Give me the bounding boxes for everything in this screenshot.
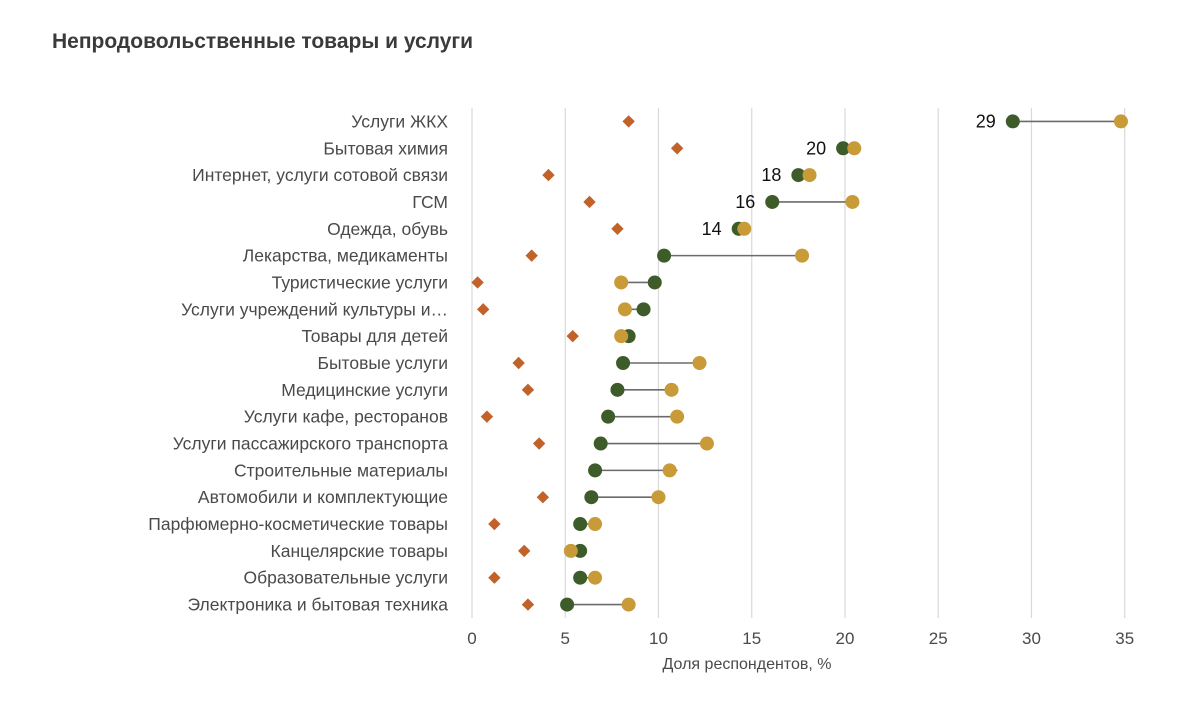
chart-title: Непродовольственные товары и услуги	[52, 30, 474, 53]
circle-marker	[795, 248, 810, 263]
diamond-marker	[670, 142, 684, 155]
circle-marker	[651, 490, 666, 505]
grid-layer	[471, 108, 1126, 618]
circle-marker	[1113, 114, 1128, 129]
circle-marker	[847, 141, 862, 156]
data-label: 29	[976, 111, 996, 131]
category-label: Товары для детей	[301, 326, 448, 346]
circle-marker	[563, 543, 578, 558]
category-label: Электроника и бытовая техника	[188, 595, 449, 615]
x-tick-label: 25	[929, 629, 948, 648]
circle-marker	[802, 168, 817, 183]
data-labels: 29 20 18 16 14	[702, 111, 996, 238]
category-label: Одежда, обувь	[327, 219, 448, 239]
category-label: Услуги пассажирского транспорта	[173, 434, 449, 454]
category-labels: Услуги ЖКХ Бытовая химия Интернет, услуги …	[148, 111, 448, 614]
diamond-marker	[583, 195, 596, 209]
data-label: 16	[735, 192, 755, 212]
diamond-marker	[518, 544, 531, 558]
circle-marker	[593, 436, 608, 451]
circle-marker	[765, 194, 780, 209]
diamond-marker	[480, 410, 494, 423]
category-label: ГСМ	[412, 192, 448, 212]
category-label: Услуги учреждений культуры и…	[181, 299, 448, 319]
diamond-marker	[521, 598, 535, 611]
circle-marker	[836, 141, 851, 156]
x-tick-label: 30	[1022, 629, 1041, 648]
data-label: 20	[806, 138, 826, 158]
circle-marker	[636, 302, 651, 317]
circle-marker	[560, 597, 575, 612]
circle-marker	[664, 382, 679, 397]
circle-marker	[614, 275, 629, 290]
x-tick-label: 35	[1115, 629, 1134, 648]
diamond-marker	[521, 383, 535, 397]
x-tick-label: 10	[649, 629, 668, 648]
diamond-marker	[542, 168, 555, 182]
circle-marker	[614, 329, 629, 344]
category-label: Интернет, услуги сотовой связи	[192, 165, 448, 185]
circle-marker	[845, 194, 860, 209]
category-label: Услуги кафе, ресторанов	[244, 407, 448, 427]
category-label: Услуги ЖКХ	[351, 111, 448, 131]
data-label: 14	[702, 219, 722, 239]
x-tick-label: 20	[836, 629, 855, 648]
connector-lines	[567, 120, 1121, 606]
diamond-marker	[532, 437, 546, 450]
category-label: Канцелярские товары	[271, 541, 448, 561]
diamond-marker	[525, 249, 538, 262]
category-label: Медицинские услуги	[281, 380, 448, 400]
category-label: Бытовая химия	[323, 138, 448, 158]
data-label: 18	[761, 165, 781, 185]
diamond-marker	[566, 329, 579, 343]
diamond-marker	[512, 356, 525, 370]
circle-marker	[573, 570, 588, 585]
circle-marker	[692, 356, 707, 370]
category-label: Туристические услуги	[272, 272, 448, 292]
circle-marker	[588, 570, 603, 585]
circle-marker	[657, 248, 672, 263]
x-tick-labels: 0 5 10 15 20 25 30 35	[467, 629, 1134, 648]
category-label: Образовательные услуги	[244, 568, 448, 588]
category-label: Автомобили и комплектующие	[198, 487, 448, 507]
x-tick-label: 15	[742, 629, 761, 648]
circle-marker	[617, 302, 632, 317]
circle-marker	[573, 517, 588, 532]
circle-marker	[610, 382, 625, 397]
diamond-marker	[476, 303, 490, 316]
circle-marker	[588, 517, 603, 532]
diamond-marker	[622, 115, 635, 128]
circle-marker	[584, 490, 599, 505]
category-label: Строительные материалы	[234, 460, 448, 480]
category-label: Лекарства, медикаменты	[243, 246, 448, 266]
circle-marker	[791, 168, 806, 183]
diamond-marker	[536, 491, 550, 504]
circle-marker	[588, 463, 603, 478]
diamond-marker	[611, 222, 624, 235]
circle-marker	[670, 409, 685, 424]
data-markers	[471, 114, 1128, 612]
circle-marker	[647, 275, 662, 290]
circle-marker	[616, 356, 631, 370]
circle-marker	[662, 463, 677, 478]
category-label: Бытовые услуги	[317, 353, 448, 373]
category-label: Парфюмерно-косметические товары	[148, 514, 448, 534]
circle-marker	[699, 436, 714, 451]
circle-marker	[1005, 114, 1020, 129]
circle-marker	[737, 221, 752, 236]
circle-marker	[621, 597, 636, 612]
x-tick-label: 0	[467, 629, 476, 648]
diamond-marker	[488, 517, 501, 531]
circle-marker	[601, 409, 616, 424]
diamond-marker	[488, 571, 501, 584]
diamond-marker	[471, 276, 484, 289]
x-tick-label: 5	[561, 629, 570, 648]
x-axis-title: Доля респондентов, %	[663, 656, 832, 673]
